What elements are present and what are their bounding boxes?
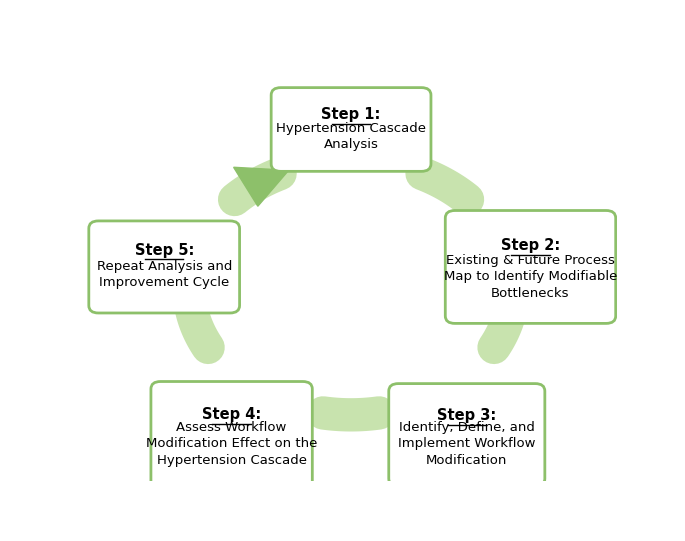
Polygon shape [234, 167, 288, 206]
Text: Hypertension Cascade
Analysis: Hypertension Cascade Analysis [276, 122, 426, 151]
Text: Identify, Define, and
Implement Workflow
Modification: Identify, Define, and Implement Workflow… [398, 420, 536, 466]
Text: Step 2:: Step 2: [501, 238, 560, 253]
Text: Step 4:: Step 4: [202, 407, 261, 422]
Text: Step 5:: Step 5: [134, 242, 194, 258]
Text: Step 3:: Step 3: [437, 408, 497, 423]
Text: Existing & Future Process
Map to Identify Modifiable
Bottlenecks: Existing & Future Process Map to Identif… [444, 254, 617, 300]
Text: Step 1:: Step 1: [321, 107, 381, 122]
FancyBboxPatch shape [445, 210, 616, 324]
FancyBboxPatch shape [271, 88, 431, 171]
FancyBboxPatch shape [389, 384, 545, 486]
FancyBboxPatch shape [151, 381, 312, 488]
FancyBboxPatch shape [89, 221, 240, 313]
Text: Repeat Analysis and
Improvement Cycle: Repeat Analysis and Improvement Cycle [97, 260, 232, 289]
Text: Assess Workflow
Modification Effect on the
Hypertension Cascade: Assess Workflow Modification Effect on t… [146, 421, 317, 467]
